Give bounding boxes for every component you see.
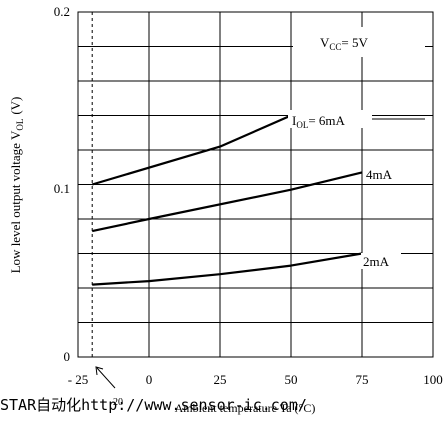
x-tick-label: - 25 — [68, 372, 89, 387]
watermark-url: http://www.sensor-ic.com/ — [81, 396, 307, 414]
x-tick-label: 50 — [285, 372, 298, 387]
plot-frame — [77, 11, 434, 358]
y-tick-label-0.2: 0.2 — [54, 4, 70, 19]
x-tick-label: 100 — [423, 372, 443, 387]
x-tick-labels: - 25 0 25 50 75 100 — [68, 372, 443, 387]
curve-label-2ma: 2mA — [363, 254, 390, 269]
watermark-prefix: STAR自动化 — [0, 396, 82, 414]
grid — [77, 11, 434, 358]
x-tick-label: 25 — [214, 372, 227, 387]
series-line-6ma — [91, 114, 292, 186]
watermark: STAR自动化http://www.sensor-ic.com/ — [0, 394, 445, 417]
series-line-2ma — [92, 252, 363, 286]
x-tick-label: 75 — [356, 372, 369, 387]
curve-label-4ma-bg — [364, 166, 404, 182]
condition-label-bg — [293, 27, 425, 57]
x-axis-label: Ambient temperature Ta (°C) — [175, 401, 316, 415]
curve-label-2ma-bg — [361, 253, 401, 269]
curve-label-4ma: 4mA — [366, 167, 393, 182]
y-tick-label-0: 0 — [64, 349, 71, 364]
minus20-arrow — [96, 367, 116, 389]
curve-label-6ma: IOL= 6mA — [292, 113, 346, 130]
condition-label: VCC= 5V — [320, 35, 368, 52]
y-axis-label: Low level output voltage VOL(V) — [8, 97, 25, 274]
series-layer — [91, 114, 425, 286]
y-tick-label-0.1: 0.1 — [54, 181, 70, 196]
x-tick-label: 0 — [146, 372, 153, 387]
minus20-arrowhead — [95, 366, 104, 376]
minus20-label: 20 — [113, 397, 123, 408]
series-line-4ma — [91, 171, 363, 233]
curve-label-6ma-bg — [288, 110, 372, 128]
